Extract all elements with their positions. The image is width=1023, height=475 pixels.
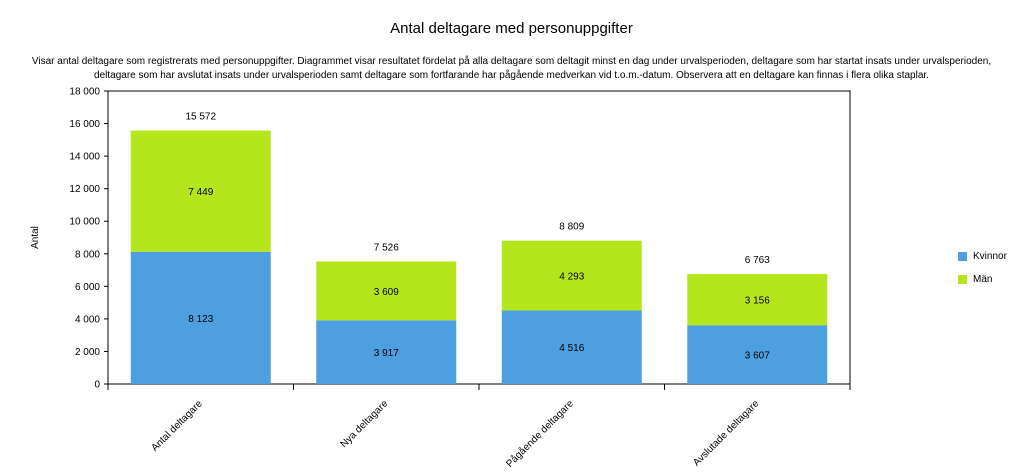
y-tick-label: 2 000 xyxy=(75,347,100,358)
bar-value-label: 3 917 xyxy=(374,348,399,359)
bar-value-label: 4 516 xyxy=(559,343,584,354)
legend-label-kvinnor: Kvinnor xyxy=(973,250,1007,262)
y-tick-label: 14 000 xyxy=(69,152,100,163)
x-tick-label: Pågående deltagare xyxy=(504,397,576,469)
chart-legend: Kvinnor Män xyxy=(958,249,1007,295)
y-axis-label: Antal xyxy=(30,226,41,249)
legend-swatch-man xyxy=(958,274,967,284)
legend-swatch-kvinnor xyxy=(958,251,967,261)
bar-segment xyxy=(130,251,271,384)
bar-segment xyxy=(316,261,457,321)
x-tick-label: Antal deltagare xyxy=(150,398,206,454)
bar-segment xyxy=(687,273,828,326)
bar-segment xyxy=(501,310,642,384)
chart-subtitle: Visar antal deltagare som registrerats m… xyxy=(31,56,992,81)
bar-value-label: 4 293 xyxy=(559,272,584,283)
y-tick-label: 0 xyxy=(94,380,100,391)
bar-total-label: 7 526 xyxy=(374,242,399,253)
legend-item-kvinnor: Kvinnor xyxy=(958,249,1007,263)
bar-segment xyxy=(130,130,271,252)
bar-value-label: 8 123 xyxy=(188,314,213,325)
chart-title: Antal deltagare med personuppgifter xyxy=(390,20,633,37)
x-tick-label: Avslutade deltagare xyxy=(691,398,761,468)
y-tick-label: 12 000 xyxy=(69,184,100,195)
bar-value-label: 3 607 xyxy=(745,351,770,362)
legend-label-man: Män xyxy=(973,273,993,285)
bar-value-label: 3 609 xyxy=(374,287,399,298)
bar-segment xyxy=(687,325,828,384)
y-tick-label: 16 000 xyxy=(69,119,100,130)
bar-total-label: 6 763 xyxy=(745,255,770,266)
y-tick-label: 6 000 xyxy=(75,282,100,293)
y-tick-label: 8 000 xyxy=(75,249,100,260)
bar-total-label: 8 809 xyxy=(559,222,584,233)
x-tick-label: Nya deltagare xyxy=(339,398,391,450)
y-tick-label: 4 000 xyxy=(75,314,100,325)
bar-value-label: 3 156 xyxy=(745,296,770,307)
bar-segment xyxy=(316,320,457,384)
y-tick-label: 18 000 xyxy=(69,87,100,98)
bar-value-label: 7 449 xyxy=(188,187,213,198)
bar-total-label: 15 572 xyxy=(185,112,216,123)
y-tick-label: 10 000 xyxy=(69,217,100,228)
legend-item-man: Män xyxy=(958,272,1007,286)
bar-segment xyxy=(501,240,642,311)
